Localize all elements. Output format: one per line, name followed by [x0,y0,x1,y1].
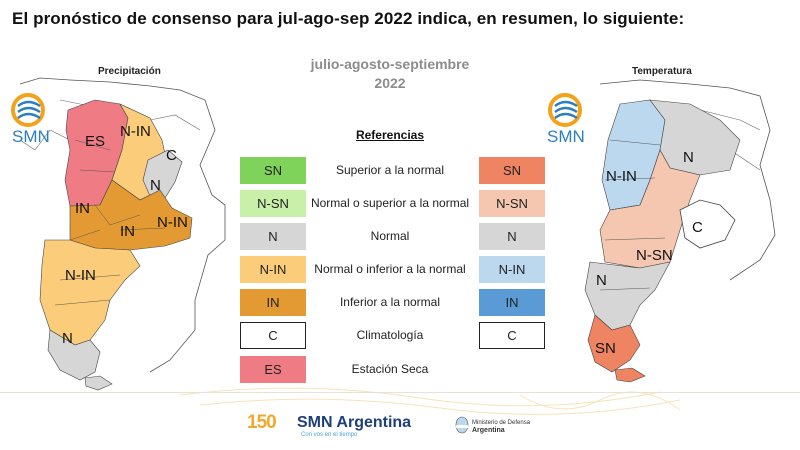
region-sn-temp [587,314,641,373]
left-label-n-2: N [62,330,73,347]
precipitation-title: Precipitación [98,66,161,77]
smn-logo-right: SMN [547,93,585,146]
period-heading: julio-agosto-septiembre 2022 [290,55,490,93]
left-label-n-in-3: N-IN [65,267,96,284]
legend-left-swatch: N-SN [240,190,306,217]
left-label-n-in-1: N-IN [120,123,151,140]
region-n-sn-temp [599,149,701,269]
ministry-line2: Argentina [472,427,505,434]
legend-left-swatch: ES [240,356,306,383]
legend-label: Estación Seca [351,362,429,376]
left-label-es: ES [85,133,105,150]
left-label-c: C [166,147,177,164]
legend-label: Normal o inferior a la normal [314,262,466,276]
right-label-n-in: N-IN [606,168,637,185]
smn-logo-left: SMN [11,93,50,146]
legend-right-swatch: N [479,223,545,250]
province-lines-right [599,139,666,291]
neighbor-countries-left [19,77,226,373]
temperature-title: Temperatura [632,66,692,77]
footer-divider [0,392,800,393]
period-year: 2022 [374,75,406,91]
right-label-n-2: N [596,272,607,289]
left-label-n-in-2: N-IN [157,214,188,231]
footer-contours [179,387,681,415]
legend-left-swatch: C [240,322,306,349]
legend-label: Inferior a la normal [339,295,441,309]
footer-brand: SMN Argentina [297,414,412,431]
region-c-temp [679,199,736,249]
period-months: julio-agosto-septiembre [310,56,470,72]
region-n-in-south [39,239,141,346]
legend-right-swatch: N-SN [479,190,545,217]
region-normal-northeast [142,149,183,199]
neighbor-countries-right [599,79,776,281]
ministry-label: Ministerio de Defensa Argentina [472,420,530,435]
references-title: Referencias [355,128,425,142]
left-label-in-1: IN [75,200,90,217]
coat-of-arms-icon [455,416,469,434]
region-normal-south [47,329,101,381]
legend-left-swatch: N-IN [240,256,306,283]
right-label-n-1: N [683,149,694,166]
legend-left-swatch: IN [240,289,306,316]
legend-right-swatch: IN [479,289,545,316]
page-title: El pronóstico de consenso para jul-ago-s… [12,9,685,28]
right-label-n-sn: N-SN [636,247,673,264]
legend-left-swatch: SN [240,157,306,184]
legend-right-swatch: SN [479,157,545,184]
legend-label: Superior a la normal [335,163,445,177]
legend-right-swatch: N-IN [479,256,545,283]
legend-right-swatch: C [479,322,545,349]
province-lines-left [54,139,166,306]
region-normal-north-temp [649,99,741,176]
ministry-line1: Ministerio de Defensa [472,420,531,426]
left-label-in-2: IN [120,223,135,240]
region-tierra-fuego-right [614,367,646,383]
footer-tagline: Con vos en el tiempo [301,432,358,438]
region-tierra-fuego-left [84,375,113,391]
svg-text:SMN: SMN [12,127,50,146]
right-label-c: C [692,219,703,236]
svg-text:SMN: SMN [547,127,585,146]
legend-label: Normal o superior a la normal [310,196,470,210]
legend-label: Normal [370,229,410,243]
right-label-sn: SN [595,340,616,357]
region-normal-south-temp [584,261,671,331]
anniversary-number: 150 [247,412,277,433]
left-label-n-1: N [150,177,161,194]
legend-left-swatch: N [240,223,306,250]
legend-label: Climatología [356,328,424,342]
